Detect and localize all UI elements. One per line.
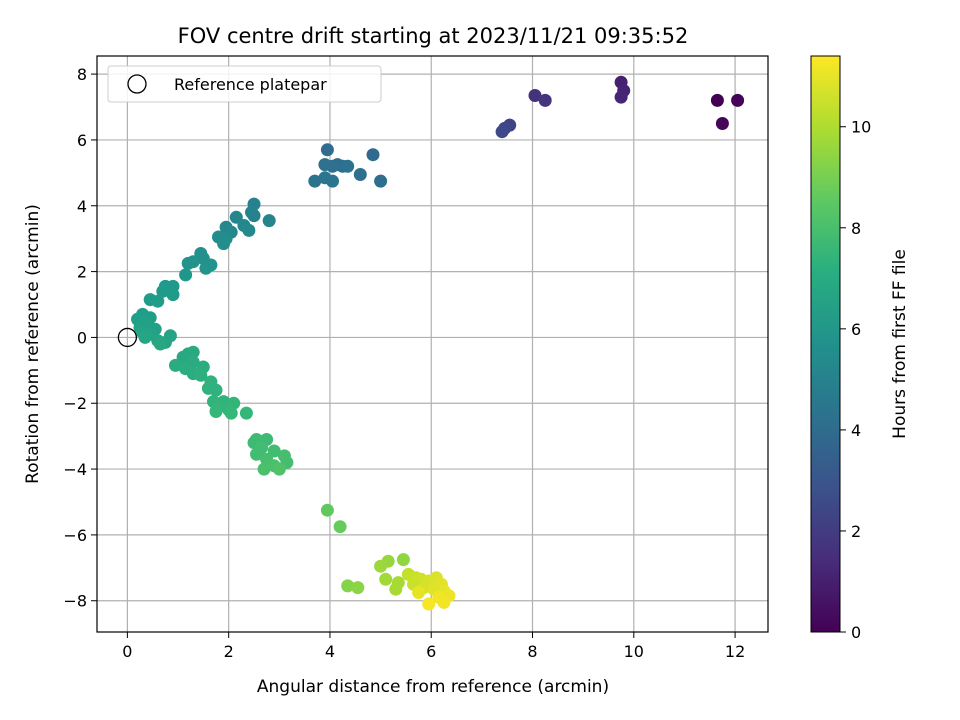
data-point (242, 223, 256, 237)
data-point (239, 406, 253, 420)
data-point (374, 174, 388, 188)
plot-area (97, 56, 768, 632)
colorbar: 0 2 4 6 8 10 Hours from first FF file (810, 55, 910, 642)
colorbar-label: Hours from first FF file (890, 249, 910, 439)
legend-label: Reference platepar (174, 75, 327, 94)
legend-marker (127, 74, 147, 94)
data-point (538, 93, 552, 107)
data-point (495, 125, 509, 139)
data-point (272, 462, 286, 476)
data-point (379, 572, 393, 586)
data-point (156, 284, 170, 298)
data-point (229, 210, 243, 224)
x-tick-label: 6 (426, 642, 436, 661)
data-point (731, 93, 745, 107)
colorbar-tick-label: 10 (851, 118, 871, 137)
data-point (326, 159, 339, 173)
data-point (151, 294, 165, 308)
y-tick-label: −8 (63, 592, 87, 611)
data-point (247, 209, 261, 223)
data-point (217, 237, 231, 251)
data-point (351, 581, 365, 595)
data-point (179, 268, 193, 282)
y-tick-label: 4 (77, 197, 87, 216)
colorbar-gradient (811, 56, 840, 632)
data-point (341, 159, 355, 173)
data-point (412, 586, 426, 599)
x-tick-label: 2 (224, 642, 234, 661)
y-tick-label: 0 (77, 328, 87, 347)
data-points (131, 75, 745, 611)
data-point (224, 406, 238, 420)
data-point (308, 174, 322, 188)
data-point (267, 444, 281, 458)
x-tick-label: 12 (725, 642, 745, 661)
data-point (176, 350, 190, 364)
data-point (341, 579, 355, 593)
data-point (209, 405, 223, 418)
chart-title: FOV centre drift starting at 2023/11/21 … (178, 24, 689, 48)
colorbar-frame (810, 55, 841, 633)
data-point (169, 358, 182, 372)
data-point (166, 288, 180, 302)
x-axis-label: Angular distance from reference (arcmin) (257, 677, 609, 697)
data-point (257, 462, 271, 476)
y-tick-label: −2 (63, 394, 87, 413)
data-point (320, 503, 334, 517)
data-point (326, 174, 339, 188)
data-point (353, 168, 367, 181)
data-point (333, 520, 347, 534)
data-point (186, 345, 200, 359)
data-point (320, 143, 334, 157)
colorbar-tick-label: 6 (851, 320, 861, 339)
plot-frame (96, 55, 769, 633)
data-point (374, 559, 388, 573)
data-point (209, 383, 223, 397)
colorbar-tick-label: 4 (851, 421, 861, 440)
data-point (432, 590, 446, 604)
y-tick-label: −6 (63, 526, 87, 545)
data-point (389, 582, 403, 596)
x-axis-ticks: 0 2 4 6 8 10 12 (122, 632, 745, 661)
data-point (528, 89, 542, 102)
data-point (199, 261, 213, 275)
y-axis-label: Rotation from reference (arcmin) (23, 204, 43, 484)
legend-box (107, 65, 382, 103)
data-point (396, 553, 410, 567)
x-tick-label: 8 (527, 642, 537, 661)
reference-marker (117, 327, 138, 348)
y-axis-ticks: −8 −6 −4 −2 0 2 4 6 8 (63, 65, 97, 611)
data-point (250, 447, 263, 461)
data-point (422, 597, 436, 611)
colorbar-tick-label: 8 (851, 219, 861, 238)
colorbar-tick-label: 2 (851, 522, 861, 541)
x-tick-label: 10 (624, 642, 644, 661)
x-tick-label: 0 (122, 642, 132, 661)
data-point (153, 337, 167, 351)
data-point (715, 117, 729, 130)
data-point (710, 93, 724, 107)
data-point (262, 214, 276, 228)
y-tick-label: 2 (77, 263, 87, 282)
y-tick-label: 6 (77, 131, 87, 150)
colorbar-tick-label: 0 (851, 623, 861, 642)
colorbar-ticks: 0 2 4 6 8 10 (840, 118, 871, 642)
y-tick-label: −4 (63, 460, 87, 479)
data-point (138, 330, 152, 344)
legend: Reference platepar (107, 65, 382, 103)
data-point (194, 368, 208, 382)
data-point (366, 148, 380, 162)
y-tick-label: 8 (77, 65, 87, 84)
data-point (181, 256, 195, 270)
data-point (614, 90, 628, 104)
reference-platepar-marker (117, 327, 138, 348)
x-tick-label: 4 (325, 642, 335, 661)
